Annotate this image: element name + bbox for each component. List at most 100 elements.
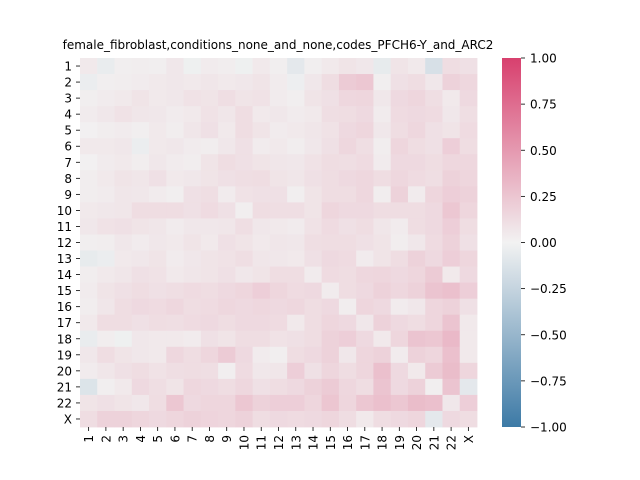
heatmap-cell [97, 314, 115, 332]
heatmap-cell [459, 298, 478, 316]
heatmap-cell [114, 250, 133, 267]
heatmap-cell [373, 74, 392, 91]
heatmap-cell [114, 282, 133, 300]
heatmap-cell [390, 154, 409, 171]
heatmap-cell [183, 218, 202, 235]
heatmap-cell [218, 346, 236, 364]
heatmap-cell [200, 106, 219, 123]
row-tick-label: 2 [64, 76, 72, 90]
heatmap-cell [252, 410, 271, 428]
heatmap-cell [407, 218, 426, 235]
heatmap-cell [407, 346, 426, 364]
heatmap-cell [252, 138, 271, 155]
heatmap-cell [356, 346, 374, 364]
heatmap-cell [252, 218, 271, 235]
heatmap-cell [338, 234, 357, 251]
heatmap-cell [373, 202, 392, 219]
heatmap-cell [166, 346, 184, 364]
heatmap-cell [131, 378, 150, 396]
heatmap-cell [80, 234, 98, 251]
col-tick-label: 8 [203, 435, 217, 443]
heatmap-cell [252, 74, 271, 91]
heatmap-cell [200, 362, 219, 380]
heatmap-cell [287, 218, 305, 235]
heatmap-cell [97, 138, 115, 155]
heatmap-cell [321, 74, 340, 91]
heatmap-cell [321, 58, 340, 75]
heatmap-cell [356, 122, 374, 139]
row-tick-label: 6 [64, 140, 72, 154]
heatmap-cell [183, 378, 202, 396]
colorbar-tick-label: 0.25 [530, 190, 557, 204]
chart-title: female_fibroblast,conditions_none_and_no… [63, 38, 494, 52]
heatmap-cell [183, 250, 202, 267]
heatmap-cell [149, 314, 167, 332]
heatmap-cell [235, 170, 254, 187]
heatmap-cell [114, 410, 133, 428]
heatmap-cell [373, 90, 392, 107]
heatmap-cell [442, 378, 461, 396]
heatmap-cell [97, 378, 115, 396]
heatmap-cell [149, 282, 167, 300]
colorbar-gradient [502, 58, 521, 427]
heatmap-cell [373, 314, 392, 332]
heatmap-cell [356, 218, 374, 235]
heatmap-cell [114, 362, 133, 380]
heatmap-cell [321, 106, 340, 123]
heatmap-cell [218, 378, 236, 396]
heatmap-cell [390, 90, 409, 107]
heatmap-cell [269, 362, 288, 380]
heatmap-cell [131, 186, 150, 203]
heatmap-cell [321, 314, 340, 332]
heatmap-cell [114, 378, 133, 396]
colorbar-tick-label: −1.00 [530, 421, 567, 435]
heatmap-cell [269, 234, 288, 251]
heatmap-cell [149, 298, 167, 316]
heatmap-cell [166, 330, 184, 348]
heatmap-cell [149, 346, 167, 364]
heatmap-cell [390, 362, 409, 380]
heatmap-cell [218, 410, 236, 428]
heatmap-cell [149, 234, 167, 251]
heatmap-cell [459, 170, 478, 187]
heatmap-cell [304, 154, 323, 171]
heatmap-cell [80, 346, 98, 364]
heatmap-cell [218, 186, 236, 203]
col-tick-label: 21 [427, 435, 441, 450]
heatmap-cell [149, 90, 167, 107]
heatmap-cell [287, 394, 305, 412]
heatmap-cell [390, 410, 409, 428]
heatmap-cell [218, 266, 236, 284]
heatmap-cell [149, 58, 167, 75]
heatmap-cell [235, 266, 254, 284]
heatmap-cell [166, 378, 184, 396]
heatmap-cell [459, 122, 478, 139]
heatmap-cell [442, 138, 461, 155]
heatmap-cell [425, 282, 443, 300]
heatmap-cell [183, 394, 202, 412]
heatmap-cell [218, 330, 236, 348]
heatmap-cell [200, 122, 219, 139]
heatmap-cell [200, 266, 219, 284]
heatmap-cell [114, 346, 133, 364]
heatmap-cell [97, 298, 115, 316]
heatmap-cell [390, 170, 409, 187]
row-tick-label: 5 [64, 124, 72, 138]
heatmap-cell [459, 138, 478, 155]
heatmap-cell [200, 74, 219, 91]
heatmap-cell [304, 250, 323, 267]
heatmap-cell [459, 410, 478, 428]
heatmap-cell [338, 330, 357, 348]
heatmap-cell [131, 394, 150, 412]
heatmap-cell [442, 234, 461, 251]
heatmap-cell [235, 330, 254, 348]
heatmap-cell [304, 234, 323, 251]
heatmap-cell [114, 330, 133, 348]
heatmap-cell [80, 74, 98, 91]
heatmap-cell [407, 138, 426, 155]
heatmap-cell [149, 106, 167, 123]
heatmap-cell [390, 138, 409, 155]
colorbar-tick-label: 0.50 [530, 144, 557, 158]
heatmap-cell [459, 314, 478, 332]
heatmap-cell [218, 74, 236, 91]
